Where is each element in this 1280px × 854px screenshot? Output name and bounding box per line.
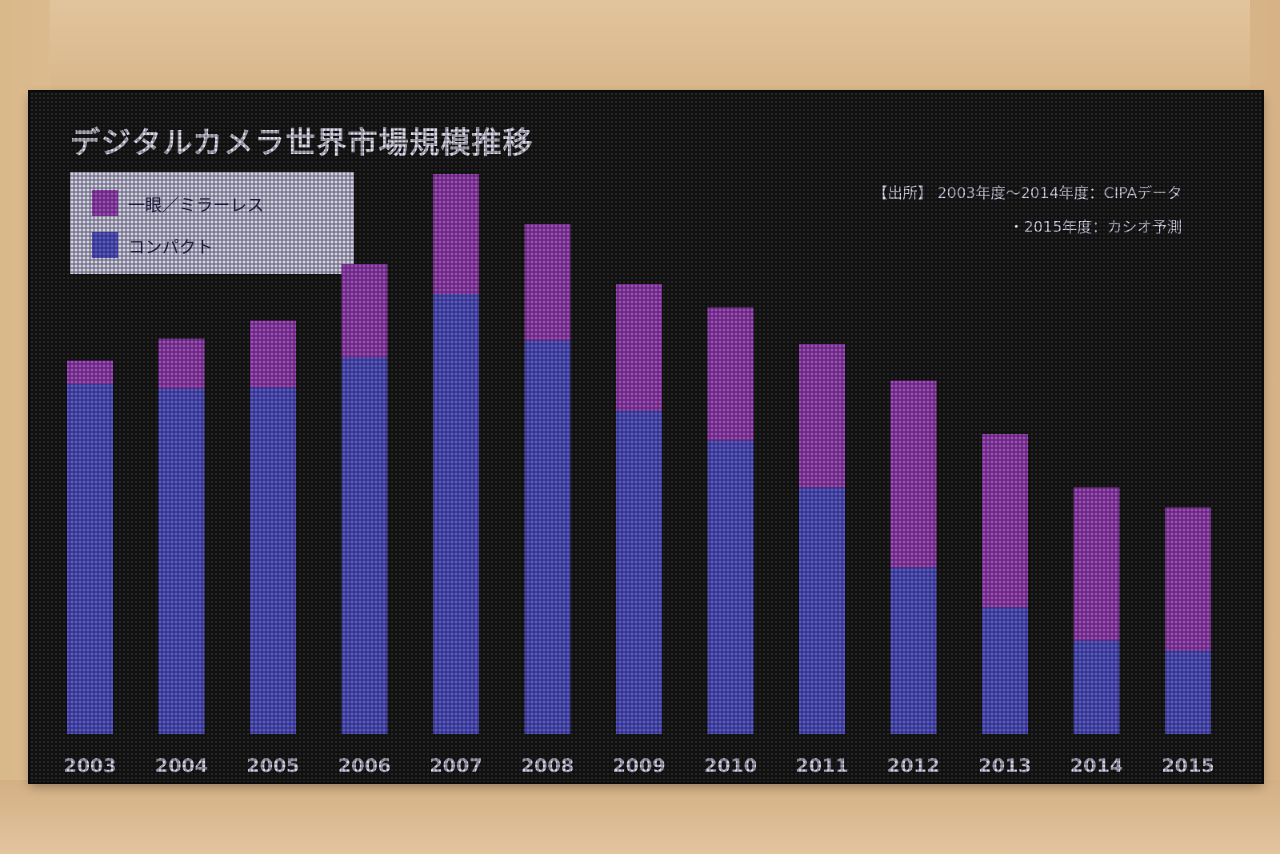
bar-compact-2010 bbox=[707, 440, 754, 734]
legend-label-compact: コンパクト bbox=[128, 237, 213, 258]
bar-chart: 2003 2004 2005 2006 2007 2008 2009 2010 2011 2012… bbox=[64, 174, 1215, 777]
bar-compact-2009 bbox=[616, 410, 662, 734]
bar-mirrorless-2003 bbox=[67, 360, 113, 384]
chart-title: デジタルカメラ世界市場規模推移 bbox=[70, 126, 534, 161]
x-tick-label-2005: 2005 bbox=[247, 755, 300, 777]
bar-mirrorless-2013 bbox=[982, 434, 1028, 608]
x-tick-label-2004: 2004 bbox=[155, 755, 208, 777]
x-tick-label-2006: 2006 bbox=[338, 755, 391, 777]
bar-mirrorless-2010 bbox=[707, 307, 754, 441]
bar-compact-2015 bbox=[1165, 650, 1211, 734]
bar-compact-2006 bbox=[341, 357, 388, 734]
bar-mirrorless-2009 bbox=[616, 284, 662, 411]
legend: 一眼／ミラーレス コンパクト bbox=[70, 172, 354, 274]
source-note-line-1: 【出所】 2003年度〜2014年度：CIPAデータ bbox=[872, 184, 1182, 202]
led-screen: デジタルカメラ世界市場規模推移 一眼／ミラーレス コンパクト 【出所】 2003… bbox=[30, 92, 1262, 782]
bar-compact-2007 bbox=[433, 294, 479, 734]
bar-compact-2004 bbox=[158, 388, 205, 734]
bar-mirrorless-2012 bbox=[890, 380, 937, 568]
x-tick-label-2015: 2015 bbox=[1162, 755, 1215, 777]
floor-plank-bottom bbox=[0, 780, 1280, 854]
bar-mirrorless-2015 bbox=[1165, 507, 1211, 651]
legend-label-mirrorless: 一眼／ミラーレス bbox=[128, 195, 264, 216]
bar-compact-2012 bbox=[890, 567, 937, 734]
bar-compact-2008 bbox=[524, 340, 571, 734]
bar-mirrorless-2006 bbox=[341, 264, 388, 358]
floor-plank-top bbox=[50, 0, 1250, 98]
x-tick-label-2012: 2012 bbox=[887, 755, 940, 777]
bar-mirrorless-2007 bbox=[433, 174, 479, 294]
x-tick-label-2010: 2010 bbox=[704, 755, 757, 777]
bar-compact-2005 bbox=[250, 387, 296, 734]
bar-mirrorless-2011 bbox=[799, 344, 845, 488]
legend-item-compact: コンパクト bbox=[92, 232, 213, 258]
x-tick-label-2008: 2008 bbox=[521, 755, 574, 777]
legend-item-mirrorless: 一眼／ミラーレス bbox=[92, 190, 264, 216]
x-tick-label-2007: 2007 bbox=[430, 755, 483, 777]
bar-mirrorless-2004 bbox=[158, 338, 205, 389]
bar-mirrorless-2008 bbox=[524, 224, 571, 341]
x-tick-label-2011: 2011 bbox=[796, 755, 849, 777]
x-tick-label-2003: 2003 bbox=[64, 755, 117, 777]
x-tick-label-2009: 2009 bbox=[613, 755, 666, 777]
x-tick-label-2014: 2014 bbox=[1070, 755, 1123, 777]
bar-mirrorless-2014 bbox=[1073, 487, 1120, 641]
bar-compact-2011 bbox=[799, 487, 845, 734]
legend-swatch-compact bbox=[92, 232, 118, 258]
source-note-line-2: ・2015年度：カシオ予測 bbox=[1008, 218, 1182, 236]
bar-compact-2014 bbox=[1073, 640, 1120, 734]
bar-mirrorless-2005 bbox=[250, 320, 296, 388]
bar-compact-2003 bbox=[67, 384, 113, 734]
legend-swatch-mirrorless bbox=[92, 190, 118, 216]
x-tick-label-2013: 2013 bbox=[979, 755, 1032, 777]
bar-compact-2013 bbox=[982, 607, 1028, 734]
